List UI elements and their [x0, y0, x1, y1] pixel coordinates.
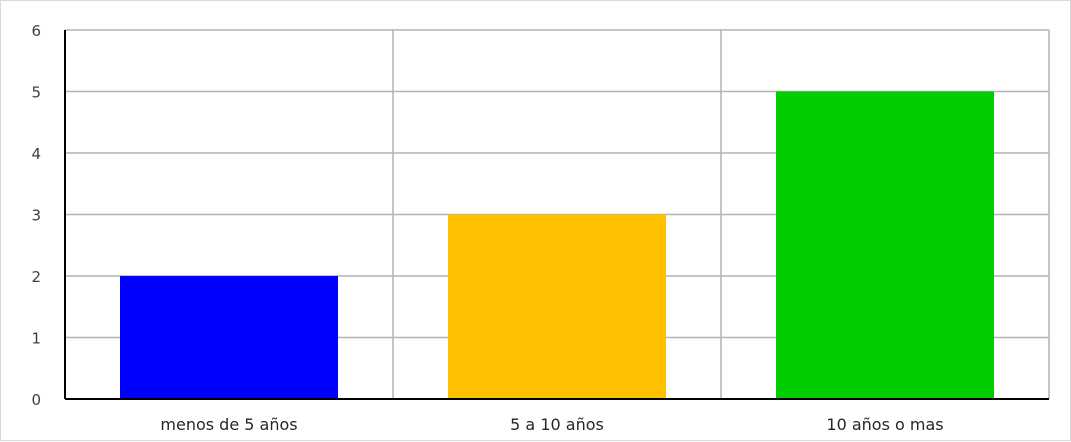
bar-3: [776, 91, 994, 399]
y-tick-label-2: 2: [31, 268, 41, 286]
bar-2: [448, 214, 666, 399]
y-tick-label-0: 0: [31, 391, 41, 409]
y-tick-label-4: 4: [31, 145, 41, 163]
x-category-label-3: 10 años o mas: [826, 415, 943, 434]
x-category-label-2: 5 a 10 años: [510, 415, 604, 434]
x-category-label-1: menos de 5 años: [160, 415, 297, 434]
y-tick-label-1: 1: [31, 330, 41, 348]
bars: [120, 91, 994, 399]
bar-1: [120, 276, 338, 399]
y-tick-label-3: 3: [31, 207, 41, 225]
x-category-labels: menos de 5 años 5 a 10 años 10 años o mas: [160, 415, 943, 434]
y-tick-label-5: 5: [31, 84, 41, 102]
y-tick-label-6: 6: [31, 22, 41, 40]
y-tick-labels: 0 1 2 3 4 5 6: [31, 22, 41, 409]
axes: [64, 30, 1049, 400]
